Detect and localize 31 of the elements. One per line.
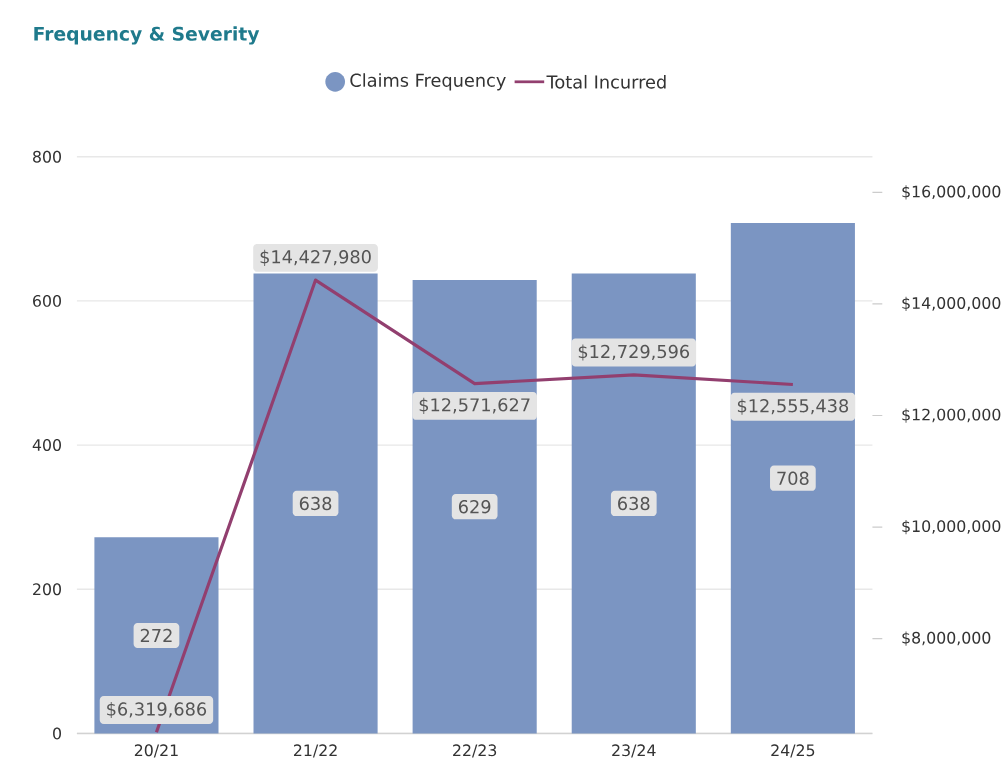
data-label: 638 (299, 496, 332, 511)
x-tick-label: 23/24 (612, 744, 656, 758)
bar (571, 273, 696, 734)
bar (730, 223, 855, 734)
y2-tick-label: $16,000,000 (902, 185, 1001, 200)
data-label: 629 (458, 500, 491, 514)
x-tick-label: 20/21 (134, 744, 178, 758)
data-label: 272 (140, 628, 172, 643)
bar (412, 280, 537, 734)
y2-tick-label: $10,000,000 (902, 520, 1001, 535)
x-tick-label: 21/22 (293, 744, 337, 758)
legend-label: Claims Frequency (350, 73, 506, 91)
chart-title: Frequency & Severity (34, 26, 260, 45)
y-tick-label: 200 (33, 583, 61, 596)
y2-tick-label: $14,000,000 (902, 296, 1001, 312)
x-tick-label: 24/25 (771, 744, 815, 758)
data-label: $14,427,980 (260, 249, 371, 266)
data-label: $12,729,596 (578, 344, 690, 361)
data-label: 708 (777, 471, 809, 486)
y2-tick-label: $8,000,000 (902, 631, 991, 646)
y-tick-label: 0 (53, 727, 62, 740)
legend-label: Total Incurred (546, 75, 666, 89)
data-label: $12,571,627 (419, 397, 530, 415)
y-tick-label: 800 (33, 150, 61, 163)
x-tick-label: 22/23 (453, 744, 497, 758)
data-label: $6,319,686 (107, 702, 207, 719)
data-label: 638 (618, 496, 650, 511)
y2-tick-label: $12,000,000 (902, 408, 1001, 423)
y-tick-label: 400 (32, 439, 61, 452)
data-label: $12,555,438 (737, 398, 849, 415)
y-tick-label: 600 (33, 295, 61, 307)
